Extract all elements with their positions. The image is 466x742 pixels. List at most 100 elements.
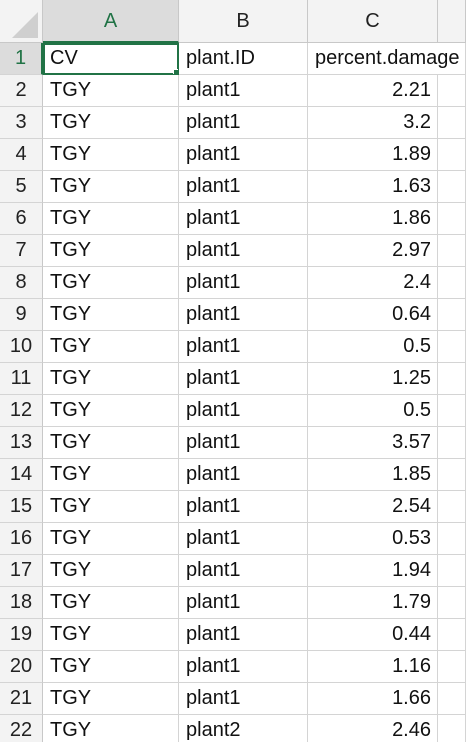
cell-b[interactable]: plant1	[179, 203, 308, 235]
cell-a1[interactable]: CV	[43, 43, 179, 75]
cell-b[interactable]: plant1	[179, 171, 308, 203]
cell-c[interactable]: 2.46	[308, 715, 438, 742]
cell-b[interactable]: plant1	[179, 683, 308, 715]
row-header[interactable]: 3	[0, 107, 43, 139]
cell-a[interactable]: TGY	[43, 587, 179, 619]
cell-b[interactable]: plant1	[179, 363, 308, 395]
cell-d[interactable]	[438, 267, 466, 299]
row-header[interactable]: 19	[0, 619, 43, 651]
row-header[interactable]: 8	[0, 267, 43, 299]
cell-c[interactable]: 1.66	[308, 683, 438, 715]
row-header[interactable]: 13	[0, 427, 43, 459]
cell-c[interactable]: 1.63	[308, 171, 438, 203]
cell-b[interactable]: plant1	[179, 331, 308, 363]
cell-b[interactable]: plant1	[179, 555, 308, 587]
cell-c[interactable]: 0.64	[308, 299, 438, 331]
cell-a[interactable]: TGY	[43, 619, 179, 651]
cell-a[interactable]: TGY	[43, 683, 179, 715]
cell-a[interactable]: TGY	[43, 299, 179, 331]
cell-c[interactable]: 0.53	[308, 523, 438, 555]
column-header-d[interactable]	[438, 0, 466, 43]
row-header[interactable]: 17	[0, 555, 43, 587]
cell-d[interactable]	[438, 75, 466, 107]
cell-c1[interactable]: percent.damage	[308, 43, 460, 75]
cell-b[interactable]: plant1	[179, 395, 308, 427]
row-header[interactable]: 6	[0, 203, 43, 235]
cell-a[interactable]: TGY	[43, 203, 179, 235]
cell-d[interactable]	[438, 555, 466, 587]
cell-b[interactable]: plant1	[179, 651, 308, 683]
cell-a[interactable]: TGY	[43, 395, 179, 427]
cell-d[interactable]	[438, 651, 466, 683]
row-header[interactable]: 4	[0, 139, 43, 171]
cell-d[interactable]	[438, 171, 466, 203]
select-all-button[interactable]	[0, 0, 43, 43]
cell-a[interactable]: TGY	[43, 459, 179, 491]
cell-d[interactable]	[438, 203, 466, 235]
cell-a[interactable]: TGY	[43, 171, 179, 203]
cell-c[interactable]: 2.21	[308, 75, 438, 107]
cell-d[interactable]	[438, 235, 466, 267]
cell-a[interactable]: TGY	[43, 555, 179, 587]
cell-d[interactable]	[438, 459, 466, 491]
row-header[interactable]: 22	[0, 715, 43, 742]
cell-a[interactable]: TGY	[43, 651, 179, 683]
row-header[interactable]: 10	[0, 331, 43, 363]
row-header[interactable]: 14	[0, 459, 43, 491]
cell-d[interactable]	[438, 139, 466, 171]
cell-c[interactable]: 0.5	[308, 395, 438, 427]
cell-c[interactable]: 3.57	[308, 427, 438, 459]
cell-c[interactable]: 0.44	[308, 619, 438, 651]
row-header[interactable]: 11	[0, 363, 43, 395]
cell-a[interactable]: TGY	[43, 139, 179, 171]
cell-d[interactable]	[438, 331, 466, 363]
cell-a[interactable]: TGY	[43, 427, 179, 459]
cell-b[interactable]: plant1	[179, 491, 308, 523]
cell-d[interactable]	[438, 715, 466, 742]
cell-a[interactable]: TGY	[43, 267, 179, 299]
cell-c[interactable]: 2.4	[308, 267, 438, 299]
row-header[interactable]: 20	[0, 651, 43, 683]
fill-handle[interactable]	[173, 69, 178, 74]
row-header[interactable]: 18	[0, 587, 43, 619]
cell-b1[interactable]: plant.ID	[179, 43, 308, 75]
cell-c[interactable]: 1.16	[308, 651, 438, 683]
cell-d[interactable]	[438, 619, 466, 651]
cell-a[interactable]: TGY	[43, 107, 179, 139]
cell-a[interactable]: TGY	[43, 235, 179, 267]
cell-c[interactable]: 0.5	[308, 331, 438, 363]
cell-c[interactable]: 1.86	[308, 203, 438, 235]
row-header[interactable]: 5	[0, 171, 43, 203]
cell-b[interactable]: plant1	[179, 139, 308, 171]
cell-b[interactable]: plant1	[179, 299, 308, 331]
cell-b[interactable]: plant1	[179, 523, 308, 555]
cell-d[interactable]	[438, 363, 466, 395]
cell-c[interactable]: 2.54	[308, 491, 438, 523]
row-header[interactable]: 9	[0, 299, 43, 331]
column-header-a[interactable]: A	[43, 0, 179, 43]
cell-d[interactable]	[438, 683, 466, 715]
row-header[interactable]: 12	[0, 395, 43, 427]
cell-c[interactable]: 2.97	[308, 235, 438, 267]
cell-a[interactable]: TGY	[43, 491, 179, 523]
cell-b[interactable]: plant1	[179, 267, 308, 299]
cell-a[interactable]: TGY	[43, 331, 179, 363]
cell-d[interactable]	[438, 395, 466, 427]
cell-b[interactable]: plant1	[179, 587, 308, 619]
cell-d[interactable]	[438, 107, 466, 139]
cell-c[interactable]: 1.85	[308, 459, 438, 491]
cell-d[interactable]	[438, 587, 466, 619]
cell-b[interactable]: plant1	[179, 459, 308, 491]
cell-b[interactable]: plant1	[179, 235, 308, 267]
cell-d[interactable]	[438, 523, 466, 555]
cell-c[interactable]: 1.79	[308, 587, 438, 619]
row-header[interactable]: 21	[0, 683, 43, 715]
cell-c[interactable]: 1.94	[308, 555, 438, 587]
cell-c[interactable]: 1.25	[308, 363, 438, 395]
column-header-c[interactable]: C	[308, 0, 438, 43]
cell-d[interactable]	[438, 491, 466, 523]
cell-c[interactable]: 3.2	[308, 107, 438, 139]
row-header[interactable]: 1	[0, 43, 43, 75]
cell-d[interactable]	[438, 299, 466, 331]
row-header[interactable]: 2	[0, 75, 43, 107]
